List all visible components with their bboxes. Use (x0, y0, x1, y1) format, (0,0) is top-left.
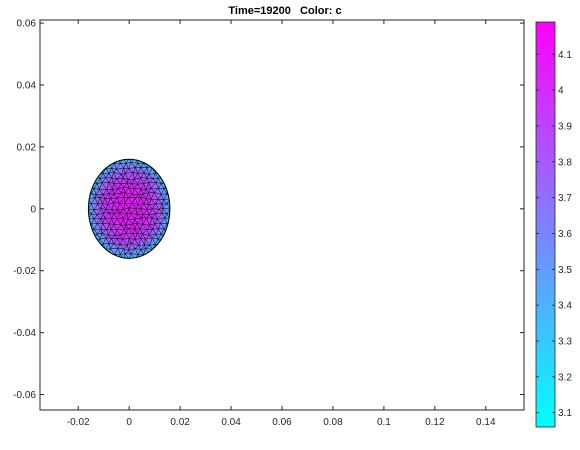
colorbar-tick-label: 3.6 (558, 229, 572, 240)
y-tick-label: 0 (30, 204, 36, 215)
colorbar-tick-label: 3.1 (558, 408, 572, 419)
x-tick-label: -0.02 (67, 417, 90, 428)
x-tick-label: 0.08 (323, 417, 343, 428)
colorbar-tick-label: 3.4 (558, 301, 572, 312)
x-tick-label: 0.02 (170, 417, 190, 428)
colorbar-tick-label: 4.1 (558, 50, 572, 61)
y-tick-label: 0.02 (17, 142, 37, 153)
chart-title: Time=19200 Color: c (228, 5, 341, 17)
colorbar-tick-label: 3.3 (558, 336, 572, 347)
y-tick-label: -0.06 (13, 390, 36, 401)
x-tick-label: 0.12 (425, 417, 445, 428)
y-tick-label: -0.04 (13, 328, 36, 339)
colorbar-tick-label: 3.9 (558, 121, 572, 132)
colorbar-tick-label: 3.7 (558, 193, 572, 204)
colorbar-tick-label: 3.8 (558, 157, 572, 168)
colorbar-tick-label: 3.2 (558, 372, 572, 383)
x-tick-label: 0 (126, 417, 132, 428)
x-tick-label: 0.1 (377, 417, 391, 428)
y-tick-label: 0.06 (17, 19, 37, 30)
colorbar-tick-label: 3.5 (558, 265, 572, 276)
y-tick-label: 0.04 (17, 81, 37, 92)
colorbar (536, 22, 555, 427)
colorbar-tick-label: 4 (558, 86, 564, 97)
y-tick-label: -0.02 (13, 266, 36, 277)
x-tick-label: 0.04 (221, 417, 241, 428)
x-tick-label: 0.14 (476, 417, 496, 428)
x-tick-label: 0.06 (272, 417, 292, 428)
